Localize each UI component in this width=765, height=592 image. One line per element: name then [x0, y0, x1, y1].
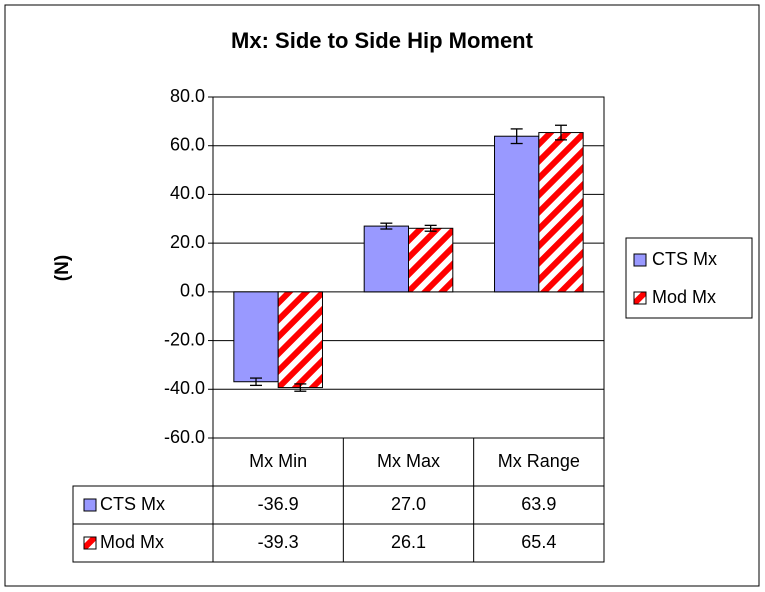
table-legend-key: [83, 536, 97, 550]
bar: [408, 227, 454, 293]
x-tick-label: Mx Min: [249, 451, 307, 471]
legend: [625, 237, 753, 319]
y-tick-label: -40.0: [164, 378, 205, 398]
legend-key: [633, 291, 647, 305]
bar: [277, 291, 323, 389]
table-row-label: CTS Mx: [100, 494, 165, 514]
legend-label: CTS Mx: [652, 249, 717, 269]
table-value: 65.4: [521, 532, 556, 552]
bar: [538, 132, 584, 293]
table-legend-key: [83, 498, 97, 512]
table-value: -39.3: [258, 532, 299, 552]
x-tick-label: Mx Range: [498, 451, 580, 471]
table-value: 63.9: [521, 494, 556, 514]
bar: [494, 135, 540, 293]
legend-key: [633, 253, 647, 267]
table-value: -36.9: [258, 494, 299, 514]
bar: [233, 291, 279, 383]
y-tick-label: -60.0: [164, 427, 205, 447]
y-tick-label: 40.0: [170, 183, 205, 203]
y-tick-label: 60.0: [170, 134, 205, 154]
y-tick-label: 20.0: [170, 232, 205, 252]
legend-label: Mod Mx: [652, 287, 716, 307]
y-tick-label: 80.0: [170, 86, 205, 106]
table-row-label: Mod Mx: [100, 532, 164, 552]
y-tick-label: -20.0: [164, 329, 205, 349]
chart-title: Mx: Side to Side Hip Moment: [231, 28, 534, 53]
y-axis-label: (N): [52, 255, 73, 281]
y-tick-label: 0.0: [180, 281, 205, 301]
x-tick-label: Mx Max: [377, 451, 440, 471]
table-value: 26.1: [391, 532, 426, 552]
table-value: 27.0: [391, 494, 426, 514]
bar: [363, 225, 410, 293]
